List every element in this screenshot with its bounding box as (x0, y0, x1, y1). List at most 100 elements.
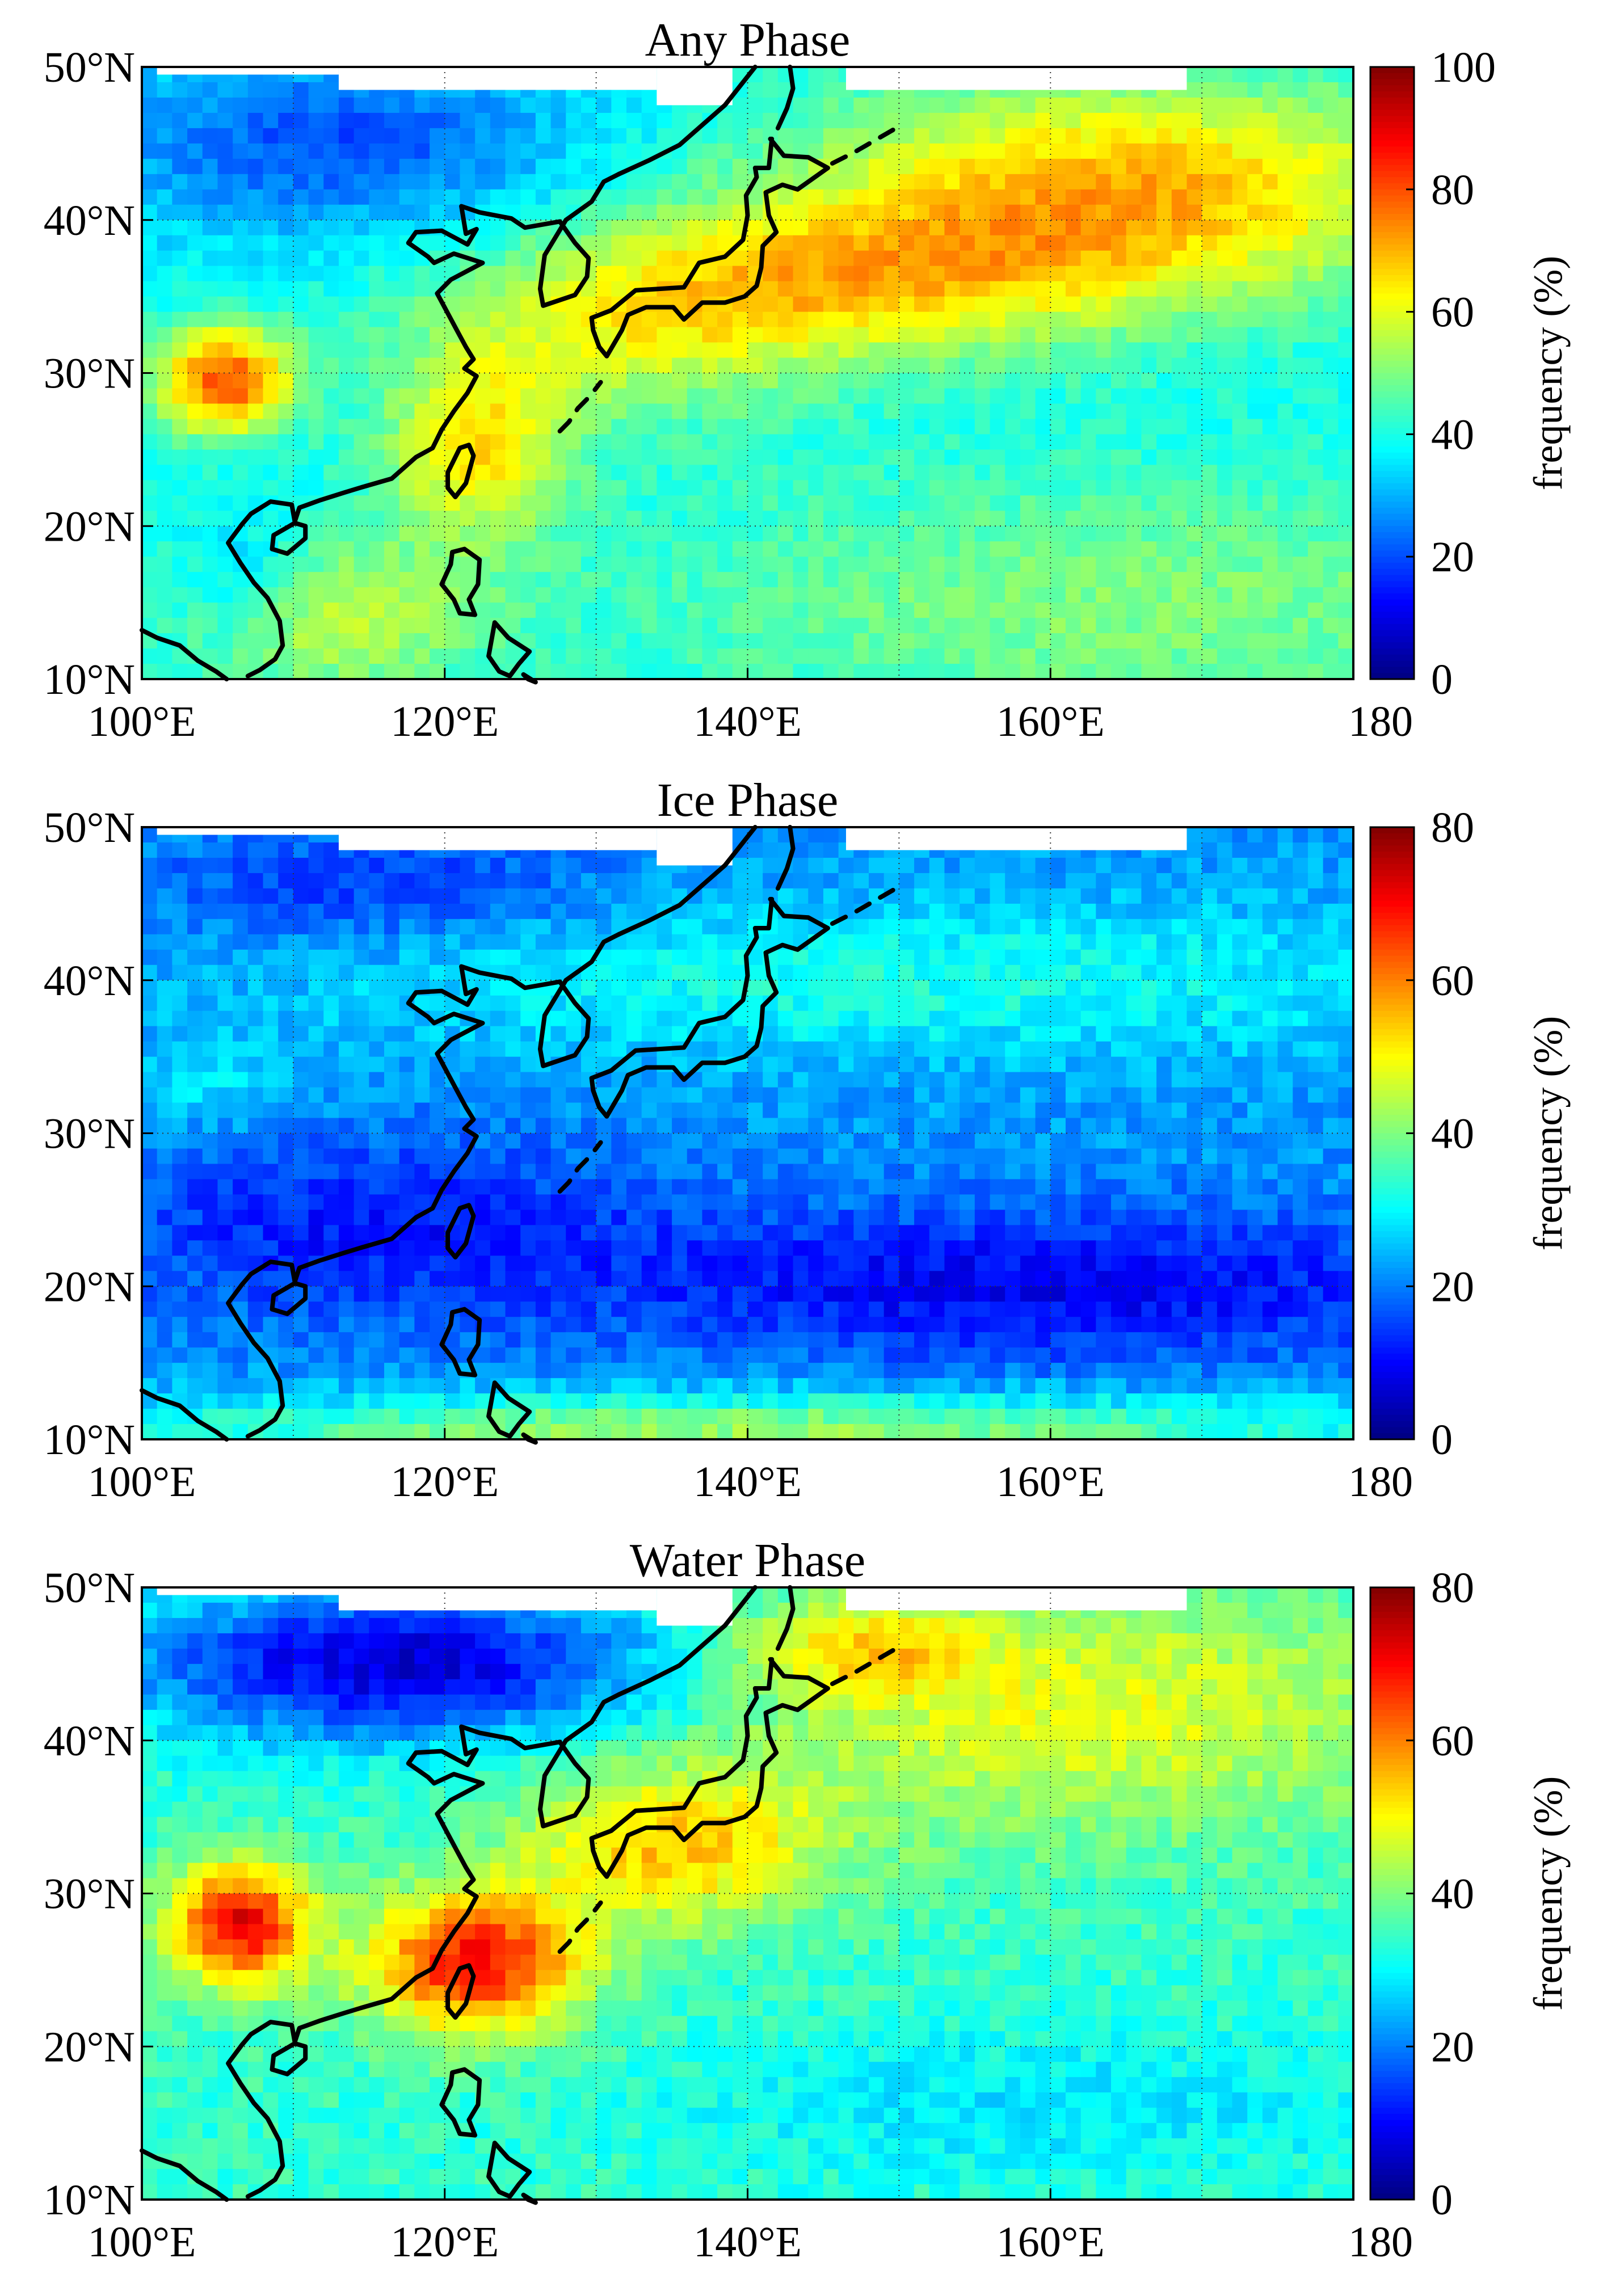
heatmap-cell (233, 465, 249, 481)
heatmap-cell (1187, 541, 1202, 558)
heatmap-cell (535, 857, 552, 874)
heatmap-cell (611, 403, 627, 420)
heatmap-cell (369, 189, 385, 205)
heatmap-cell (202, 857, 218, 874)
heatmap-cell (914, 250, 930, 267)
heatmap-cell (641, 557, 658, 572)
heatmap-cell (929, 541, 945, 558)
heatmap-cell (172, 934, 188, 950)
heatmap-cell (1005, 434, 1021, 450)
heatmap-cell (278, 220, 294, 236)
heatmap-cell (157, 873, 173, 889)
heatmap-cell (1005, 603, 1021, 618)
heatmap-cell (823, 1026, 839, 1042)
heatmap-cell (1293, 664, 1309, 680)
heatmap-cell (929, 220, 945, 236)
heatmap-cell (263, 857, 279, 874)
heatmap-cell (263, 934, 279, 950)
heatmap-cell (187, 541, 203, 558)
heatmap-cell (823, 250, 839, 267)
heatmap-cell (1035, 511, 1051, 527)
heatmap-cell (580, 633, 597, 649)
heatmap-cell (763, 1026, 779, 1042)
heatmap-cell (1323, 1041, 1339, 1058)
heatmap-cell (1293, 995, 1309, 1012)
heatmap-cell (338, 618, 355, 634)
heatmap-cell (990, 480, 1005, 496)
heatmap-cell (490, 465, 506, 481)
heatmap-cell (187, 449, 203, 466)
heatmap-cell (384, 888, 400, 904)
heatmap-cell (1338, 403, 1354, 420)
heatmap-cell (1020, 572, 1036, 588)
heatmap-cell (702, 633, 718, 649)
heatmap-cell (414, 1133, 430, 1149)
heatmap-cell (520, 964, 536, 981)
colorbar-segment (1370, 477, 1414, 484)
heatmap-cell (247, 603, 264, 618)
heatmap-cell (1232, 903, 1248, 920)
heatmap-cell (869, 174, 885, 190)
heatmap-cell (793, 1118, 809, 1134)
heatmap-cell (899, 158, 915, 175)
heatmap-cell (430, 648, 445, 664)
heatmap-cell (929, 143, 945, 159)
heatmap-cell (777, 342, 794, 359)
heatmap-cell (1202, 903, 1218, 920)
heatmap-cell (1187, 857, 1202, 874)
heatmap-cell (384, 342, 400, 359)
heatmap-cell (808, 128, 824, 144)
heatmap-cell (1262, 873, 1278, 889)
heatmap-cell (535, 449, 552, 466)
heatmap-cell (384, 250, 400, 267)
heatmap-cell (1141, 873, 1157, 889)
heatmap-cell (1141, 480, 1157, 496)
heatmap-cell (929, 311, 945, 328)
heatmap-cell (278, 1026, 294, 1042)
heatmap-cell (278, 934, 294, 950)
heatmap-cell (1323, 664, 1339, 680)
heatmap-cell (687, 373, 703, 389)
heatmap-cell (233, 266, 249, 282)
heatmap-cell (187, 934, 203, 950)
heatmap-cell (1338, 1041, 1354, 1058)
heatmap-cell (1035, 342, 1051, 359)
heatmap-cell (157, 572, 173, 588)
heatmap-cell (793, 204, 809, 221)
heatmap-cell (490, 1056, 506, 1073)
heatmap-cell (430, 128, 445, 144)
heatmap-cell (566, 1118, 582, 1134)
heatmap-cell (1202, 618, 1218, 634)
heatmap-cell (263, 465, 279, 481)
heatmap-cell (914, 403, 930, 420)
heatmap-cell (808, 373, 824, 389)
heatmap-cell (777, 995, 794, 1012)
heatmap-cell (142, 888, 158, 904)
heatmap-cell (1202, 250, 1218, 267)
colorbar-segment (1370, 465, 1414, 471)
heatmap-cell (1050, 250, 1066, 267)
heatmap-cell (1232, 888, 1248, 904)
heatmap-cell (1156, 388, 1172, 405)
heatmap-cell (505, 934, 521, 950)
heatmap-cell (914, 342, 930, 359)
heatmap-cell (974, 235, 991, 251)
heatmap-cell (1187, 949, 1202, 966)
heatmap-cell (641, 1072, 658, 1088)
heatmap-cell (1293, 934, 1309, 950)
heatmap-cell (960, 128, 975, 144)
heatmap-cell (1141, 250, 1157, 267)
heatmap-cell (369, 873, 385, 889)
heatmap-cell (657, 587, 672, 603)
heatmap-cell (1126, 664, 1142, 680)
heatmap-cell (929, 465, 945, 481)
heatmap-cell (1005, 128, 1021, 144)
heatmap-cell (1171, 541, 1188, 558)
heatmap-cell (1323, 158, 1339, 175)
heatmap-cell (520, 357, 536, 374)
heatmap-cell (732, 587, 748, 603)
heatmap-cell (960, 964, 975, 981)
heatmap-cell (1247, 511, 1263, 527)
heatmap-cell (974, 995, 991, 1012)
heatmap-cell (1187, 842, 1202, 858)
